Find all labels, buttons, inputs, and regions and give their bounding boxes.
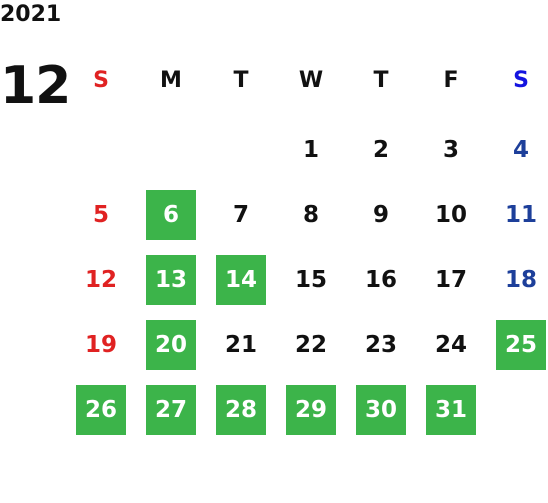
day: 1	[302, 137, 319, 163]
weekday: W	[298, 67, 324, 93]
highlighted-day: 6	[146, 190, 196, 240]
highlighted-day: 20	[146, 320, 196, 370]
day: 16	[364, 267, 397, 293]
day: 21	[224, 332, 257, 358]
highlighted-day: 27	[146, 385, 196, 435]
day: 11	[504, 202, 537, 228]
day: 19	[84, 332, 117, 358]
weekday: T	[233, 67, 249, 93]
day: 18	[504, 267, 537, 293]
day: 7	[232, 202, 249, 228]
day: 2	[372, 137, 389, 163]
day: 4	[512, 137, 529, 163]
day: 8	[302, 202, 319, 228]
day: 12	[84, 267, 117, 293]
weekday: S	[513, 67, 529, 93]
highlighted-day: 13	[146, 255, 196, 305]
highlighted-day: 28	[216, 385, 266, 435]
month: 12	[0, 56, 71, 116]
day: 15	[294, 267, 327, 293]
day: 17	[434, 267, 467, 293]
day: 3	[442, 137, 459, 163]
weekday: F	[443, 67, 459, 93]
day: 10	[434, 202, 467, 228]
highlighted-day: 26	[76, 385, 126, 435]
highlighted-day: 25	[496, 320, 546, 370]
highlighted-day: 31	[426, 385, 476, 435]
day: 22	[294, 332, 327, 358]
day: 24	[434, 332, 467, 358]
weekday: T	[373, 67, 389, 93]
day: 9	[372, 202, 389, 228]
day: 5	[92, 202, 109, 228]
highlighted-day: 29	[286, 385, 336, 435]
weekday: M	[160, 67, 182, 93]
highlighted-day: 14	[216, 255, 266, 305]
year: 2021	[0, 2, 62, 27]
highlighted-day: 30	[356, 385, 406, 435]
day: 23	[364, 332, 397, 358]
weekday: S	[93, 67, 109, 93]
